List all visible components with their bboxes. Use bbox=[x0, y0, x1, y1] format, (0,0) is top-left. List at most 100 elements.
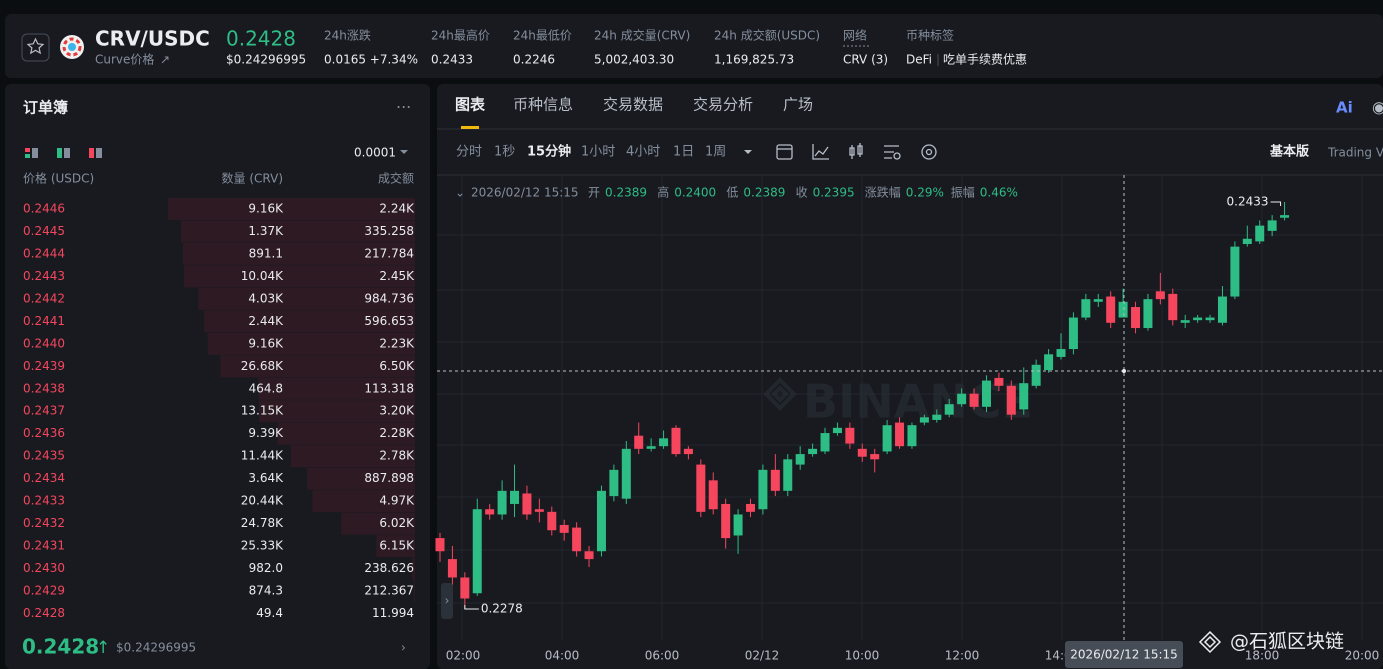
x-label: 02/12 bbox=[745, 649, 780, 663]
ask-amount: 49.4 bbox=[256, 606, 283, 620]
ask-price[interactable]: 0.2437 bbox=[23, 404, 65, 418]
price-step[interactable]: 0.0001 bbox=[354, 146, 396, 160]
ask-price[interactable]: 0.2445 bbox=[23, 224, 65, 238]
ask-price[interactable]: 0.2433 bbox=[23, 494, 65, 508]
pair-subtitle[interactable]: Curve价格 bbox=[95, 52, 154, 67]
ask-total: 238.626 bbox=[364, 561, 414, 575]
candle-body bbox=[832, 427, 842, 434]
depth-bar bbox=[184, 265, 415, 288]
tab[interactable]: 交易分析 bbox=[693, 96, 753, 114]
ask-price[interactable]: 0.2440 bbox=[23, 336, 65, 350]
expand-arrow[interactable]: › bbox=[401, 641, 406, 655]
more-button[interactable]: ··· bbox=[396, 98, 411, 117]
ask-price[interactable]: 0.2432 bbox=[23, 516, 65, 530]
x-label: 12:00 bbox=[945, 649, 980, 663]
ask-price[interactable]: 0.2431 bbox=[23, 539, 65, 553]
candle-body bbox=[808, 448, 818, 455]
ask-price[interactable]: 0.2430 bbox=[23, 561, 65, 575]
stat-value: 1,169,825.73 bbox=[714, 53, 794, 67]
tab[interactable]: 图表 bbox=[455, 96, 486, 114]
candle-body bbox=[1180, 320, 1190, 323]
interval[interactable]: 1秒 bbox=[494, 145, 515, 160]
interval[interactable]: 4小时 bbox=[626, 145, 660, 160]
interval[interactable]: 15分钟 bbox=[527, 144, 571, 160]
ask-price[interactable]: 0.2428 bbox=[23, 606, 65, 620]
ask-price[interactable]: 0.2438 bbox=[23, 381, 65, 395]
ask-price[interactable]: 0.2446 bbox=[23, 202, 65, 216]
candle-body bbox=[596, 490, 606, 552]
tab[interactable]: 交易数据 bbox=[603, 96, 663, 114]
ask-price[interactable]: 0.2434 bbox=[23, 471, 65, 485]
ask-price[interactable]: 0.2439 bbox=[23, 359, 65, 373]
favorite-button[interactable] bbox=[21, 33, 50, 62]
chart-tools[interactable] bbox=[744, 143, 937, 160]
interval[interactable]: 1周 bbox=[705, 145, 726, 160]
scroll-button[interactable] bbox=[441, 583, 453, 619]
candle-body bbox=[472, 509, 482, 594]
interval[interactable]: 分时 bbox=[456, 145, 482, 160]
collapse-arrow[interactable]: ⌄ bbox=[455, 186, 465, 200]
candle-body bbox=[944, 404, 954, 415]
stats: 24h涨跌 0.0165 +7.34% 24h最高价 0.2433 24h最低价 0.22… bbox=[324, 28, 1027, 67]
ask-price[interactable]: 0.2444 bbox=[23, 246, 65, 260]
info-label: 开 bbox=[588, 186, 600, 200]
interval[interactable]: 1日 bbox=[673, 145, 694, 160]
depth-bar bbox=[290, 445, 415, 468]
candle-body bbox=[447, 559, 457, 578]
candle-body bbox=[1230, 246, 1240, 297]
tab[interactable]: 币种信息 bbox=[513, 96, 573, 114]
watermark-logo bbox=[763, 377, 797, 411]
info-value: 0.2389 bbox=[743, 186, 785, 200]
candle-body bbox=[969, 393, 979, 407]
depth-bar bbox=[204, 310, 415, 333]
candle-body bbox=[746, 503, 755, 512]
ask-price[interactable]: 0.2436 bbox=[23, 426, 65, 440]
tag[interactable]: 吃单手续费优惠 bbox=[943, 53, 1027, 67]
candle-body bbox=[1068, 317, 1078, 350]
high-label: 0.2433 bbox=[1227, 195, 1269, 209]
grid bbox=[437, 175, 1383, 640]
candle-body bbox=[845, 427, 855, 444]
ask-price[interactable]: 0.2441 bbox=[23, 314, 65, 328]
mode-basic[interactable]: 基本版 bbox=[1269, 144, 1309, 160]
candle-body bbox=[895, 422, 905, 447]
book-mode-icons[interactable] bbox=[25, 148, 102, 158]
candle-body bbox=[1267, 220, 1277, 231]
depth-bar bbox=[207, 332, 415, 355]
ask-price[interactable]: 0.2442 bbox=[23, 291, 65, 305]
interval[interactable]: 1小时 bbox=[581, 145, 615, 160]
candle-body bbox=[621, 448, 631, 499]
ask-amount: 25.33K bbox=[241, 539, 284, 553]
info-value: 0.29% bbox=[906, 186, 944, 200]
tab[interactable]: 广场 bbox=[783, 96, 813, 114]
depth-bar bbox=[182, 242, 415, 265]
depth-bar bbox=[220, 355, 415, 378]
candle-body bbox=[634, 435, 644, 449]
candles: 0.2433 0.2278 bbox=[435, 195, 1290, 616]
candle-body bbox=[932, 414, 942, 420]
ask-amount: 3.64K bbox=[248, 471, 284, 485]
crosshair-time-box bbox=[1065, 641, 1183, 668]
ai-button[interactable]: Ai bbox=[1336, 99, 1353, 117]
candle-body bbox=[1031, 364, 1041, 386]
info-label: 收 bbox=[796, 186, 808, 200]
link-icon: ↗ bbox=[160, 53, 170, 67]
ask-price[interactable]: 0.2443 bbox=[23, 269, 65, 283]
alert-icon[interactable]: ◉ bbox=[1372, 98, 1383, 117]
column-header: 价格 (USDC) bbox=[23, 171, 94, 186]
tag[interactable]: DeFi bbox=[906, 53, 932, 67]
up-arrow: ↑ bbox=[96, 638, 110, 658]
candle-body bbox=[547, 511, 557, 531]
ask-amount: 13.15K bbox=[241, 404, 284, 418]
star-icon bbox=[26, 37, 45, 55]
ask-price[interactable]: 0.2435 bbox=[23, 449, 65, 463]
candle-body bbox=[1044, 354, 1054, 371]
depth-bar bbox=[376, 535, 415, 558]
ask-price[interactable]: 0.2429 bbox=[23, 583, 65, 597]
mode-tradingview[interactable]: Trading View bbox=[1327, 146, 1383, 160]
pair-name: CRV/USDC bbox=[95, 27, 210, 51]
ask-total: 2.78K bbox=[379, 449, 415, 463]
candle-body bbox=[1019, 383, 1029, 410]
book-last-price-usd: $0.24296995 bbox=[116, 641, 196, 655]
candle-body bbox=[559, 524, 569, 533]
